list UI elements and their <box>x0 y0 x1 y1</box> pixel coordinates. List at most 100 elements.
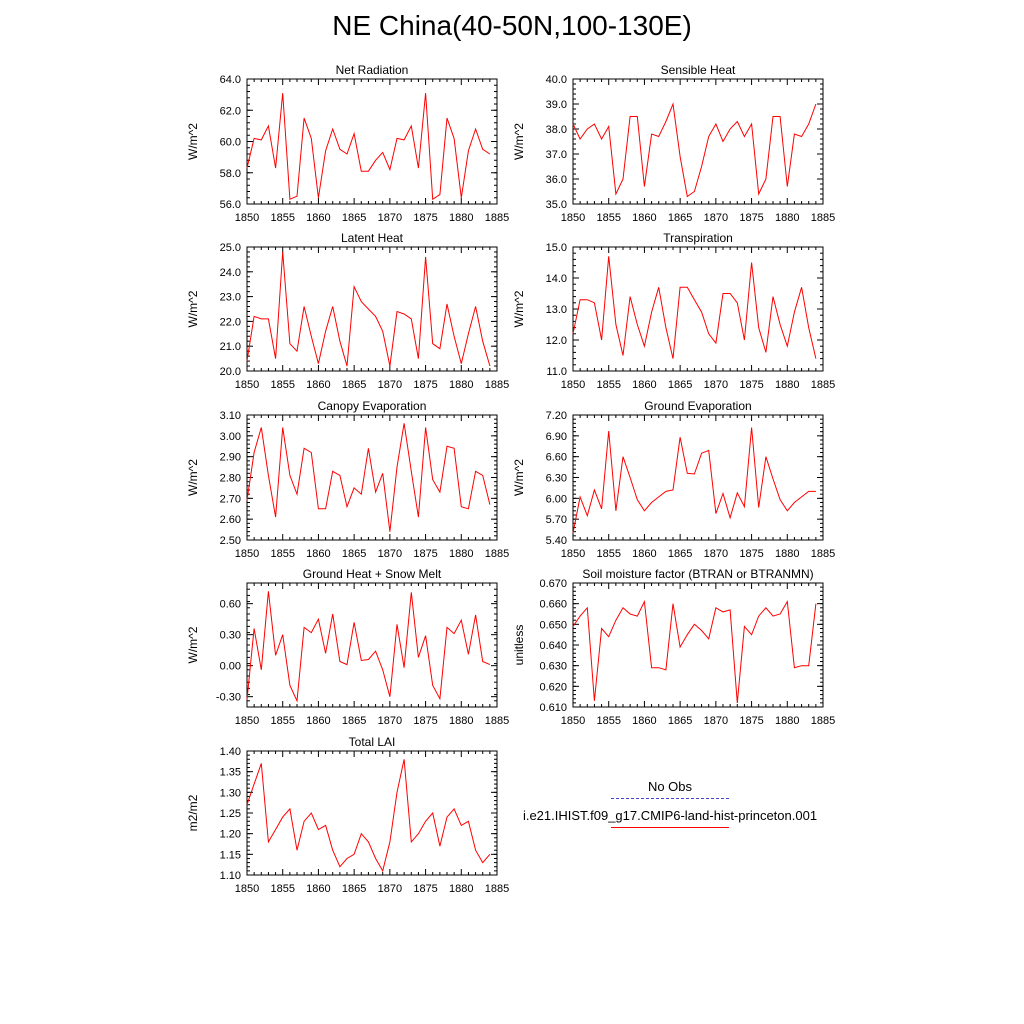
legend-entry-model: i.e21.IHIST.f09_g17.CMIP6-land-hist-prin… <box>520 807 820 828</box>
x-tick-label: 1865 <box>342 883 366 895</box>
panel-2: Latent Heat W/m^2 1850 1855 1860 1865 1870 1875… <box>186 231 509 391</box>
panel-title: Sensible Heat <box>661 63 736 77</box>
x-tick-label: 1885 <box>485 212 509 224</box>
x-tick-label: 1865 <box>342 212 366 224</box>
legend: No Obs i.e21.IHIST.f09_g17.CMIP6-land-hi… <box>520 778 820 836</box>
x-tick-label: 1860 <box>632 379 656 391</box>
plot-frame <box>246 414 498 541</box>
x-tick-label: 1860 <box>306 548 330 560</box>
x-tick-label: 1860 <box>632 212 656 224</box>
y-tick-label: 64.0 <box>220 74 241 86</box>
panel-title: Total LAI <box>349 735 396 749</box>
x-tick-label: 1880 <box>775 379 799 391</box>
y-tick-label: 6.30 <box>546 473 567 485</box>
y-tick-label: 38.0 <box>546 124 567 136</box>
y-axis-label: m2/m2 <box>186 794 200 831</box>
plot-frame <box>572 414 824 541</box>
y-axis-label: W/m^2 <box>186 123 200 160</box>
x-tick-label: 1885 <box>485 548 509 560</box>
panel-8: Total LAI m2/m2 1850 1855 1860 1865 1870 1875 18… <box>186 735 509 895</box>
y-tick-label: 6.00 <box>546 493 567 505</box>
x-tick-label: 1870 <box>704 715 728 727</box>
y-tick-label: 62.0 <box>220 105 241 117</box>
x-tick-label: 1850 <box>561 715 585 727</box>
y-tick-label: 0.60 <box>220 599 241 611</box>
x-tick-label: 1875 <box>739 379 763 391</box>
x-tick-label: 1880 <box>775 548 799 560</box>
x-tick-label: 1870 <box>704 548 728 560</box>
x-tick-label: 1870 <box>378 548 402 560</box>
y-tick-label: 12.0 <box>546 335 567 347</box>
y-tick-label: 22.0 <box>220 316 241 328</box>
x-tick-label: 1860 <box>632 715 656 727</box>
x-tick-label: 1855 <box>270 548 294 560</box>
panel-title: Net Radiation <box>336 63 409 77</box>
x-tick-label: 1875 <box>413 883 437 895</box>
y-tick-label: 1.15 <box>220 849 241 861</box>
x-tick-label: 1850 <box>235 715 259 727</box>
x-tick-label: 1850 <box>235 883 259 895</box>
series-line <box>246 93 491 201</box>
series-line <box>246 591 491 703</box>
y-tick-label: 24.0 <box>220 267 241 279</box>
panel-3: Transpiration W/m^2 1850 1855 1860 1865 1870 18… <box>512 231 835 391</box>
y-tick-label: 5.40 <box>546 535 567 547</box>
x-tick-label: 1880 <box>449 548 473 560</box>
plot-frame <box>246 246 498 372</box>
y-tick-label: 20.0 <box>220 366 241 378</box>
x-tick-label: 1880 <box>449 883 473 895</box>
x-tick-label: 1885 <box>811 212 835 224</box>
x-tick-label: 1850 <box>235 379 259 391</box>
y-tick-label: 1.20 <box>220 829 241 841</box>
y-tick-label: 1.35 <box>220 767 241 779</box>
x-tick-label: 1885 <box>811 715 835 727</box>
y-axis-label: W/m^2 <box>186 626 200 663</box>
panel-title: Soil moisture factor (BTRAN or BTRANMN) <box>582 567 813 581</box>
y-axis-label: W/m^2 <box>186 290 200 327</box>
legend-label-model: i.e21.IHIST.f09_g17.CMIP6-land-hist-prin… <box>522 808 818 823</box>
y-tick-label: 1.25 <box>220 808 241 820</box>
x-tick-label: 1855 <box>270 883 294 895</box>
y-tick-label: 56.0 <box>220 199 241 211</box>
y-tick-label: 36.0 <box>546 174 567 186</box>
y-tick-label: 6.60 <box>546 452 567 464</box>
x-tick-label: 1880 <box>775 715 799 727</box>
panel-title: Transpiration <box>663 231 733 245</box>
x-tick-label: 1850 <box>561 548 585 560</box>
x-tick-label: 1850 <box>235 548 259 560</box>
y-tick-label: 2.90 <box>220 452 241 464</box>
x-tick-label: 1855 <box>270 212 294 224</box>
x-tick-label: 1860 <box>632 548 656 560</box>
x-tick-label: 1855 <box>596 548 620 560</box>
panel-4: Canopy Evaporation W/m^2 1850 1855 1860 1865 1… <box>186 399 509 560</box>
y-tick-label: 37.0 <box>546 149 567 161</box>
plot-frame <box>572 78 824 205</box>
y-tick-label: 1.30 <box>220 787 241 799</box>
y-tick-label: 23.0 <box>220 292 241 304</box>
x-tick-label: 1870 <box>378 379 402 391</box>
y-tick-label: 2.80 <box>220 473 241 485</box>
x-tick-label: 1865 <box>668 212 692 224</box>
x-tick-label: 1870 <box>378 883 402 895</box>
series-line <box>572 427 816 534</box>
y-axis-label: W/m^2 <box>512 123 526 160</box>
x-tick-label: 1865 <box>342 379 366 391</box>
x-tick-label: 1875 <box>739 715 763 727</box>
y-tick-label: 13.0 <box>546 304 567 316</box>
y-tick-label: 0.30 <box>220 630 241 642</box>
x-tick-label: 1855 <box>596 715 620 727</box>
plot-frame <box>572 582 824 708</box>
panel-title: Canopy Evaporation <box>318 399 427 413</box>
legend-entry-obs: No Obs <box>520 778 820 799</box>
x-tick-label: 1865 <box>668 379 692 391</box>
y-tick-label: 2.50 <box>220 535 241 547</box>
series-line <box>246 251 491 367</box>
panel-title: Ground Heat + Snow Melt <box>303 567 442 581</box>
y-tick-label: 0.620 <box>539 681 567 693</box>
y-tick-label: 5.70 <box>546 514 567 526</box>
x-tick-label: 1855 <box>270 379 294 391</box>
y-tick-label: 25.0 <box>220 242 241 254</box>
x-tick-label: 1880 <box>775 212 799 224</box>
